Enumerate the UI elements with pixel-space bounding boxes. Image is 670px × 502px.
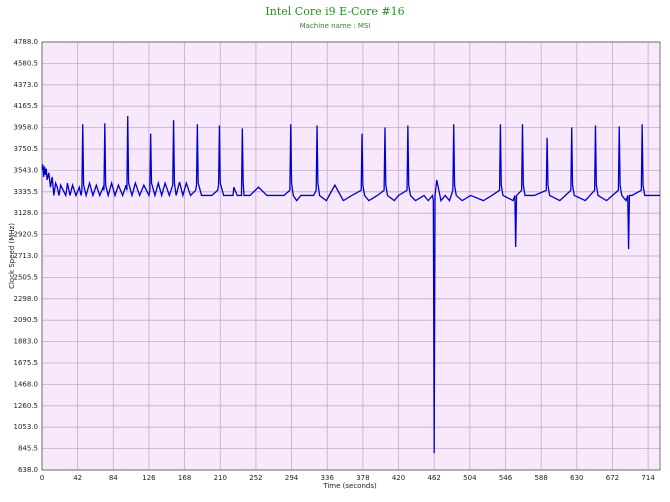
x-tick-label: 0 [40, 474, 44, 482]
x-tick-label: 294 [285, 474, 299, 482]
x-tick-label: 210 [214, 474, 227, 482]
y-tick-label: 4788.0 [14, 38, 39, 46]
y-tick-label: 2505.5 [14, 273, 39, 281]
y-tick-label: 2920.5 [14, 231, 39, 239]
x-tick-label: 252 [249, 474, 262, 482]
y-tick-label: 2298.0 [14, 295, 39, 303]
y-tick-label: 3128.0 [14, 209, 39, 217]
y-tick-label: 1675.5 [14, 359, 39, 367]
x-axis-label: Time (seconds) [322, 482, 377, 490]
x-tick-label: 630 [570, 474, 583, 482]
y-tick-label: 1883.0 [14, 338, 39, 346]
x-tick-label: 420 [392, 474, 405, 482]
plot-border [41, 41, 661, 471]
y-tick-label: 1053.0 [14, 423, 39, 431]
x-tick-label: 546 [499, 474, 513, 482]
y-tick-label: 845.5 [18, 445, 38, 453]
y-tick-label: 2090.5 [14, 316, 39, 324]
y-tick-label: 1260.5 [14, 402, 39, 410]
y-tick-label: 4165.5 [14, 102, 39, 110]
y-tick-label: 638.0 [18, 466, 38, 474]
x-tick-label: 462 [428, 474, 441, 482]
y-tick-label: 3750.5 [14, 145, 39, 153]
y-tick-label: 4580.5 [14, 59, 39, 67]
x-tick-label: 588 [534, 474, 547, 482]
chart-title: Intel Core i9 E-Core #16 [265, 5, 404, 18]
x-tick-label: 336 [321, 474, 335, 482]
y-tick-label: 1468.0 [14, 380, 39, 388]
x-tick-label: 126 [142, 474, 156, 482]
data-line [41, 116, 660, 454]
y-tick-label: 3543.0 [14, 166, 39, 174]
y-tick-label: 3958.0 [14, 124, 39, 132]
x-tick-label: 672 [606, 474, 619, 482]
x-tick-label: 504 [463, 474, 477, 482]
x-tick-label: 42 [73, 474, 82, 482]
x-tick-label: 378 [356, 474, 369, 482]
y-tick-label: 4373.0 [14, 81, 39, 89]
x-tick-label: 168 [178, 474, 191, 482]
x-tick-label: 714 [641, 474, 655, 482]
y-tick-label: 3335.5 [14, 188, 39, 196]
y-tick-label: 2713.0 [14, 252, 39, 260]
chart-subtitle: Machine name : MSI [300, 22, 371, 30]
x-tick-label: 84 [109, 474, 118, 482]
y-axis-label: Clock Speed (MHz) [8, 223, 16, 289]
